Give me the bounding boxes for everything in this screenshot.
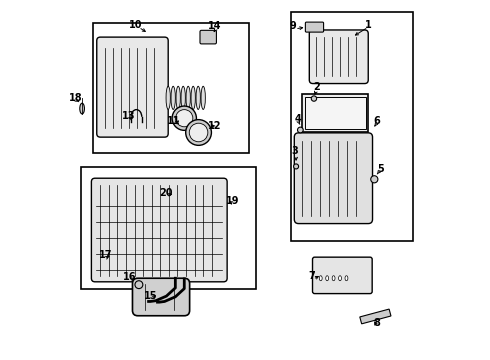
Ellipse shape [176,86,180,109]
Text: 4: 4 [294,114,301,124]
Text: 6: 6 [374,116,381,126]
Ellipse shape [171,86,175,109]
Ellipse shape [196,86,200,109]
Text: 9: 9 [290,21,296,31]
FancyBboxPatch shape [309,30,368,84]
Ellipse shape [80,103,84,114]
Text: 17: 17 [99,250,112,260]
Text: 10: 10 [129,19,143,30]
Ellipse shape [186,120,211,145]
Ellipse shape [294,164,298,169]
Text: 16: 16 [123,272,137,282]
Ellipse shape [371,176,378,183]
Ellipse shape [176,110,193,127]
FancyBboxPatch shape [92,178,227,282]
Ellipse shape [201,86,205,109]
FancyBboxPatch shape [97,37,168,137]
Text: 12: 12 [208,121,221,131]
Text: 15: 15 [144,291,157,301]
Text: 5: 5 [377,164,384,174]
Ellipse shape [345,276,348,281]
Polygon shape [360,309,391,324]
Ellipse shape [319,276,322,281]
Text: 20: 20 [160,188,173,198]
Text: 3: 3 [292,147,298,157]
Ellipse shape [297,127,303,133]
Bar [93,23,248,153]
Text: 13: 13 [122,111,136,121]
Ellipse shape [181,86,185,109]
Bar [292,12,413,241]
Text: 2: 2 [313,82,320,92]
Text: 11: 11 [167,116,180,126]
Ellipse shape [186,86,190,109]
Text: 7: 7 [308,271,315,282]
FancyBboxPatch shape [305,22,323,32]
Text: 18: 18 [69,93,82,103]
Ellipse shape [332,276,335,281]
Ellipse shape [166,86,171,109]
FancyBboxPatch shape [313,257,372,294]
FancyBboxPatch shape [200,30,217,44]
FancyBboxPatch shape [132,278,190,316]
Ellipse shape [326,276,329,281]
Bar [81,167,256,289]
FancyBboxPatch shape [294,133,372,224]
Ellipse shape [135,281,143,289]
Ellipse shape [189,123,208,142]
Bar [302,94,368,132]
Ellipse shape [311,96,317,101]
Ellipse shape [191,86,196,109]
Text: 1: 1 [365,19,371,30]
Text: 14: 14 [208,21,221,31]
Ellipse shape [172,106,196,130]
Ellipse shape [339,276,342,281]
Text: 19: 19 [226,197,239,206]
Text: 8: 8 [374,318,381,328]
Bar [305,97,366,129]
